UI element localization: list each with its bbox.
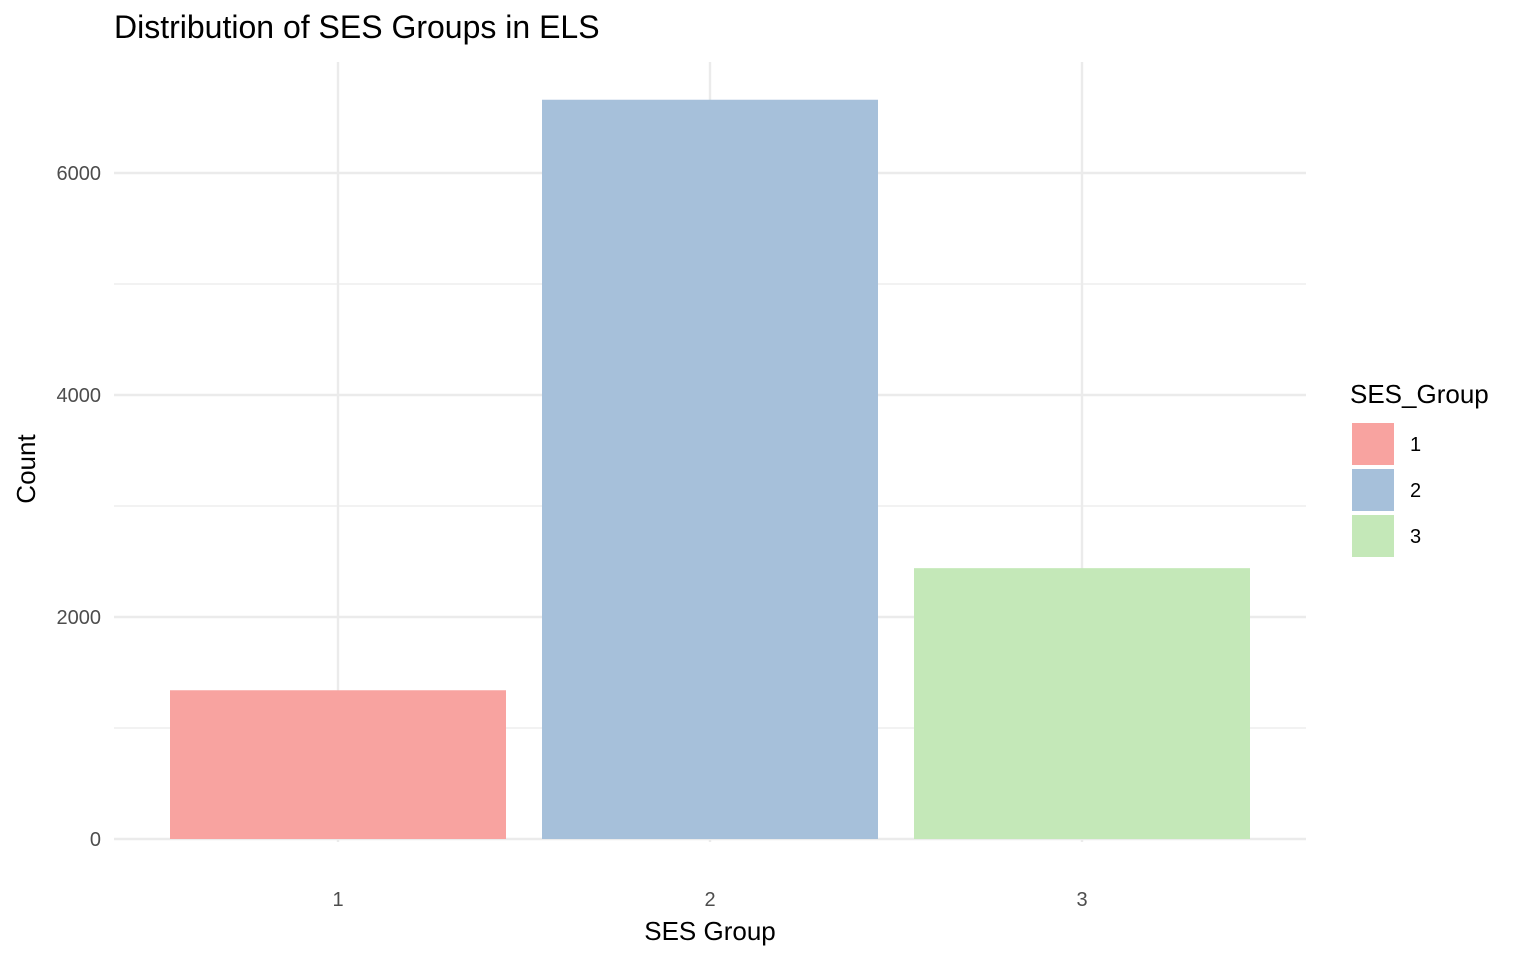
legend-swatch (1352, 423, 1394, 465)
legend-title: SES_Group (1350, 379, 1489, 409)
y-axis-ticks: 0 2000 4000 6000 (57, 163, 102, 851)
x-tick-label: 1 (332, 889, 343, 911)
bars (170, 99, 1250, 840)
y-tick-label: 0 (90, 829, 101, 851)
legend-entry-label: 3 (1410, 526, 1421, 548)
legend-swatch (1352, 515, 1394, 557)
legend-swatch (1352, 469, 1394, 511)
chart-title: Distribution of SES Groups in ELS (114, 9, 600, 45)
bar-ses-group-3 (914, 568, 1250, 839)
legend-entry-label: 2 (1410, 480, 1421, 502)
legend-entry-label: 1 (1410, 434, 1421, 456)
x-tick-label: 2 (704, 889, 715, 911)
y-tick-label: 4000 (57, 385, 102, 407)
y-axis-title: Count (11, 434, 41, 504)
bar-ses-group-1 (170, 690, 506, 839)
x-axis-ticks: 1 2 3 (332, 889, 1087, 911)
x-tick-label: 3 (1076, 889, 1087, 911)
legend: SES_Group 1 2 3 (1350, 379, 1489, 557)
bar-ses-group-2 (542, 99, 878, 840)
x-axis-title: SES Group (644, 916, 776, 946)
y-tick-label: 2000 (57, 607, 102, 629)
y-tick-label: 6000 (57, 163, 102, 185)
legend-entries: 1 2 3 (1352, 423, 1421, 557)
